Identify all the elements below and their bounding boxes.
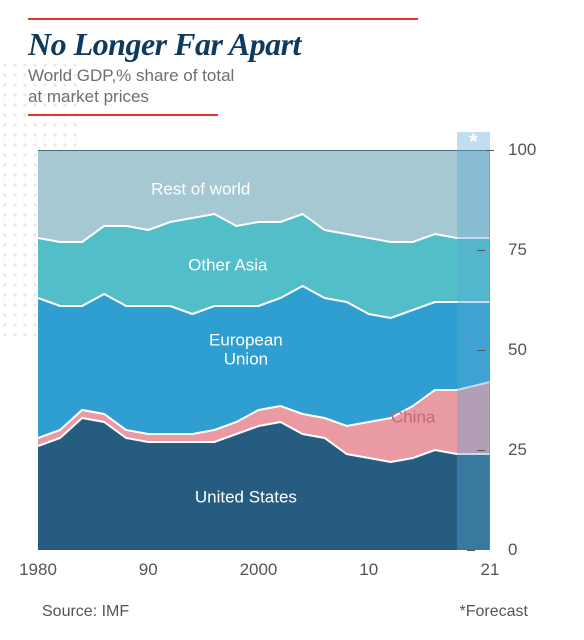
header: No Longer Far Apart World GDP,% share of…: [0, 0, 584, 116]
x-tick: 21: [481, 560, 500, 580]
series-label-rest_of_world: Rest of world: [151, 181, 250, 200]
title-rule: [28, 18, 418, 20]
y-tick: 50: [508, 340, 527, 360]
y-tick: 0: [508, 540, 517, 560]
y-axis: 0255075100: [502, 150, 548, 550]
x-tick: 10: [359, 560, 378, 580]
subtitle-rule: [28, 114, 218, 116]
x-tick: 2000: [240, 560, 278, 580]
plot-area: * United StatesChinaEuropeanUnionOther A…: [38, 150, 490, 550]
forecast-footnote: *Forecast: [460, 603, 528, 621]
y-tick: 100: [508, 140, 536, 160]
subtitle-line-2: at market prices: [28, 87, 149, 106]
y-tick: 25: [508, 440, 527, 460]
chart-title: No Longer Far Apart: [28, 26, 556, 63]
chart-area: * United StatesChinaEuropeanUnionOther A…: [38, 150, 548, 590]
footer: Source: IMF *Forecast: [42, 603, 542, 621]
series-label-european_union: EuropeanUnion: [209, 331, 283, 368]
series-label-other_asia: Other Asia: [188, 257, 267, 276]
x-tick: 1980: [19, 560, 57, 580]
series-label-china: China: [391, 409, 435, 428]
x-axis: 19809020001021: [38, 560, 490, 584]
chart-subtitle: World GDP,% share of total at market pri…: [28, 65, 556, 108]
subtitle-line-1: World GDP,% share of total: [28, 66, 234, 85]
forecast-band: [457, 132, 490, 550]
x-tick: 90: [139, 560, 158, 580]
source-label: Source: IMF: [42, 603, 129, 620]
series-label-united_states: United States: [195, 489, 297, 508]
forecast-marker: *: [469, 129, 478, 155]
y-tick: 75: [508, 240, 527, 260]
